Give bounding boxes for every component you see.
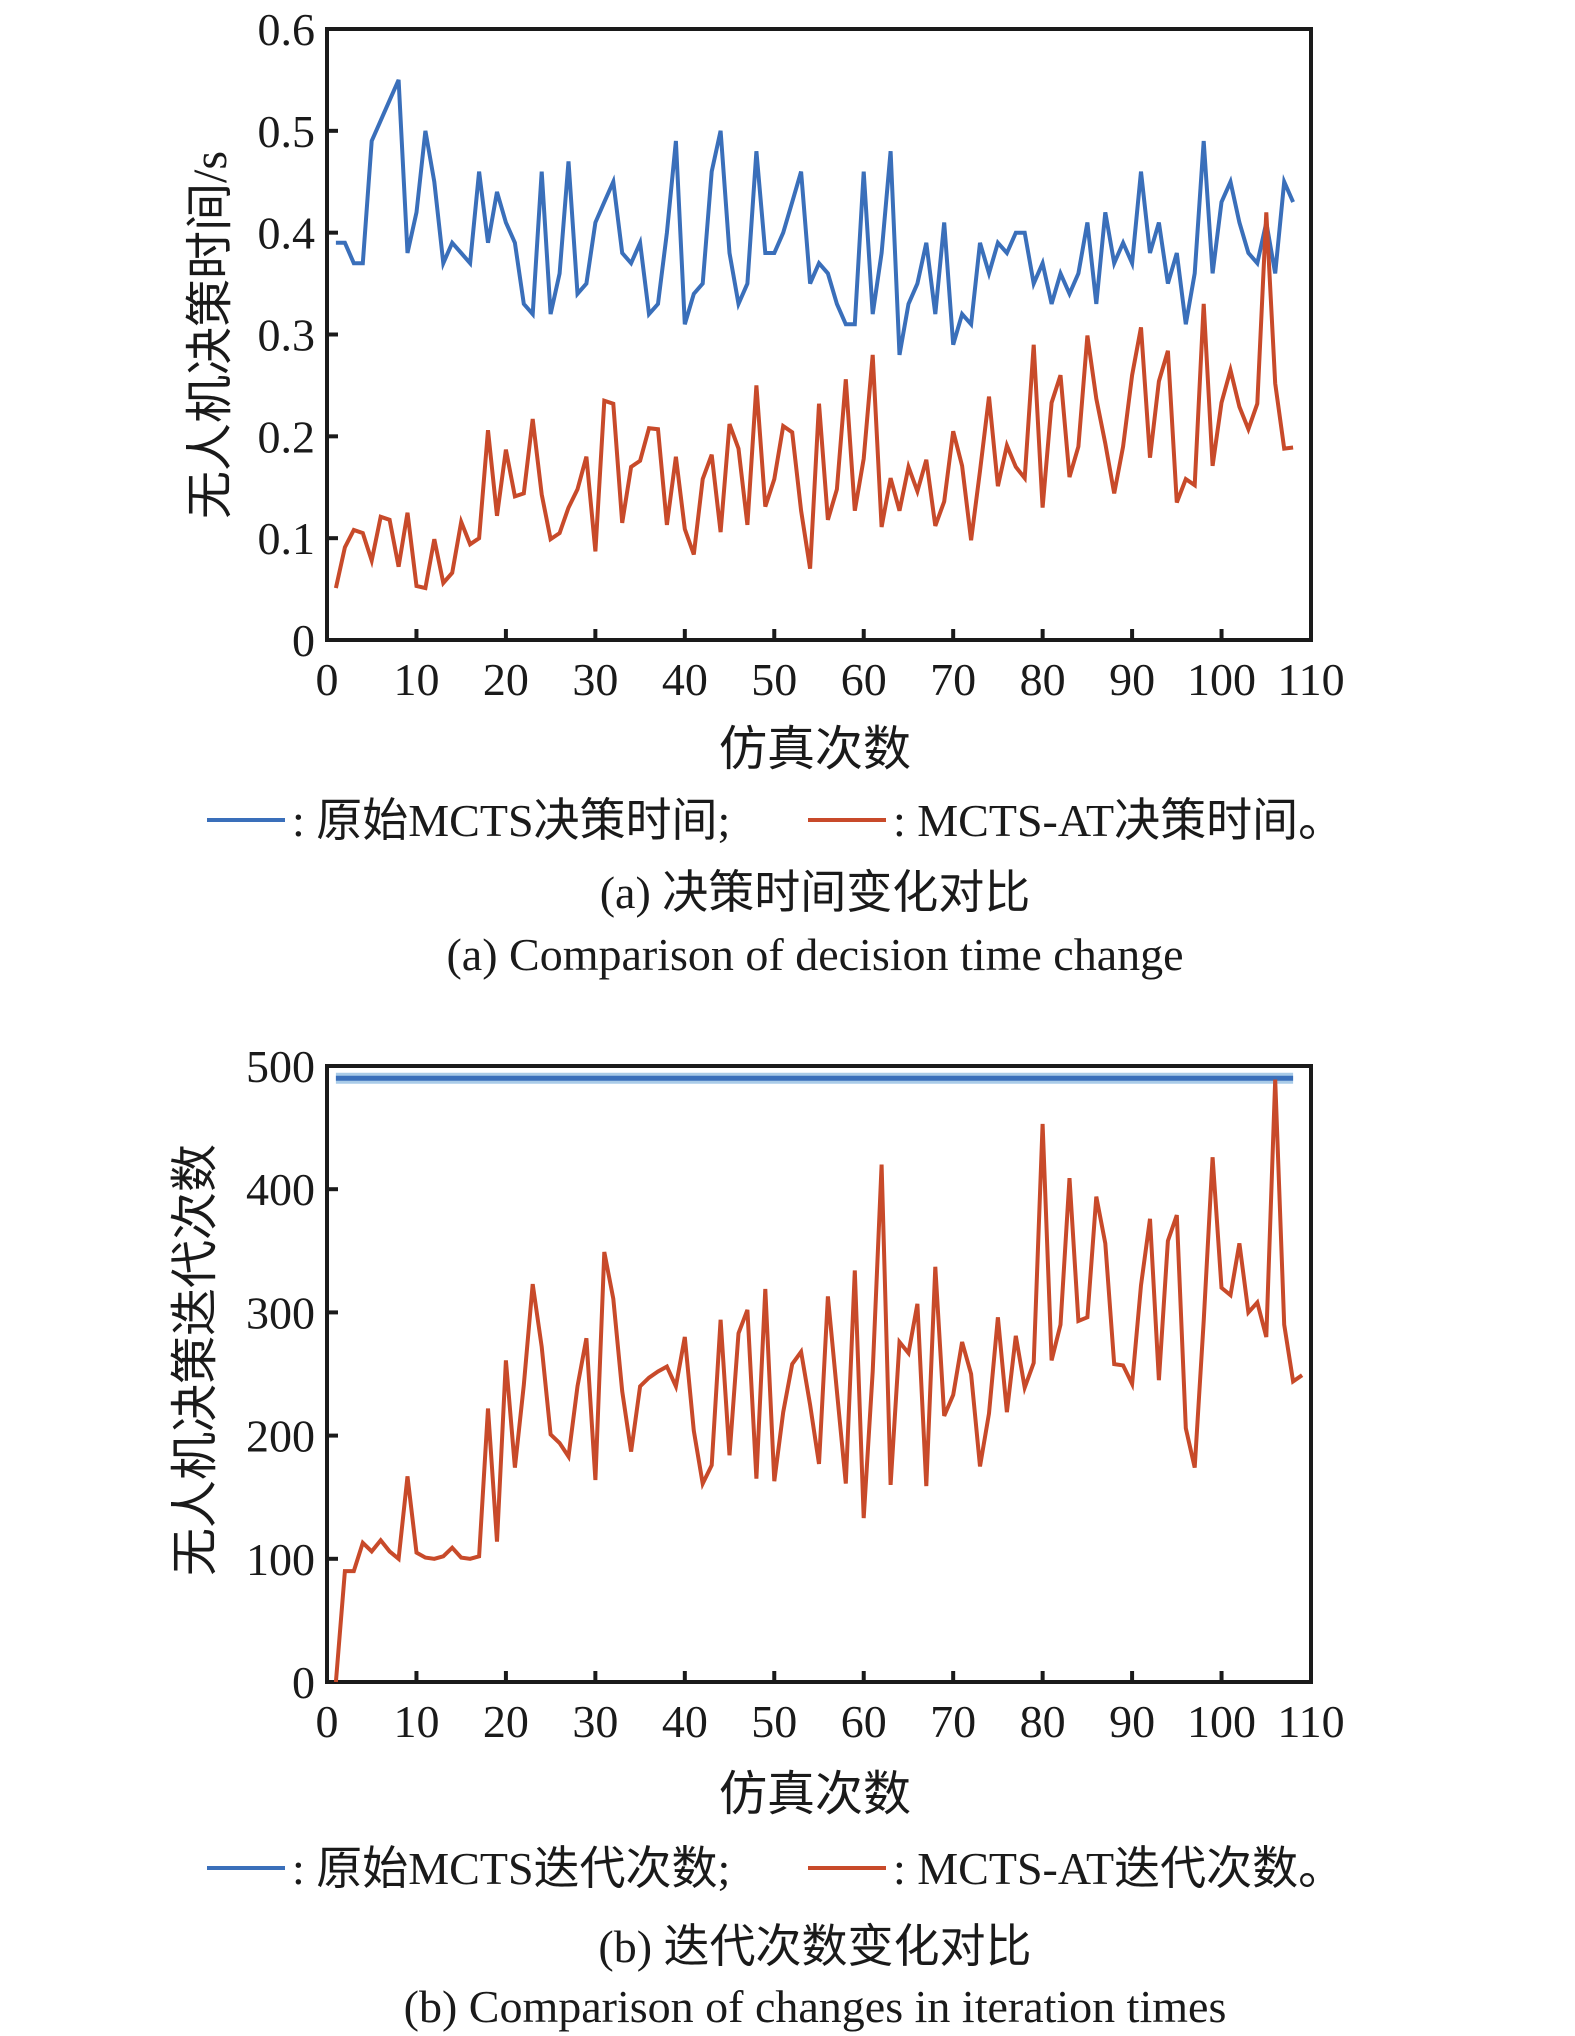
legend: : 原始MCTS迭代次数; : MCTS-AT迭代次数。 bbox=[207, 1843, 1344, 1894]
x-tick-label: 30 bbox=[572, 654, 618, 705]
x-tick-label: 30 bbox=[572, 1696, 618, 1747]
x-axis: 0 10 20 30 40 50 60 70 80 90 100 110 bbox=[316, 1671, 1345, 1747]
x-tick-label: 50 bbox=[751, 654, 797, 705]
x-tick-label: 50 bbox=[751, 1696, 797, 1747]
x-tick-label: 70 bbox=[930, 654, 976, 705]
y-tick-label: 0.2 bbox=[258, 411, 316, 462]
y-tick-label: 500 bbox=[246, 1041, 315, 1092]
caption-cn: (a) 决策时间变化对比 bbox=[600, 867, 1031, 918]
x-tick-label: 40 bbox=[662, 654, 708, 705]
x-tick-label: 0 bbox=[316, 1696, 339, 1747]
plot-frame bbox=[325, 1064, 1313, 1684]
x-tick-label: 20 bbox=[483, 1696, 529, 1747]
y-tick-label: 0.4 bbox=[258, 208, 316, 259]
y-axis-title: 无人机决策时间/s bbox=[184, 151, 237, 519]
x-tick-label: 20 bbox=[483, 654, 529, 705]
legend-label-at: : MCTS-AT迭代次数。 bbox=[893, 1843, 1344, 1894]
x-tick-label: 60 bbox=[841, 654, 887, 705]
y-tick-label: 200 bbox=[246, 1411, 315, 1462]
x-tick-label: 110 bbox=[1277, 1696, 1344, 1747]
caption-cn: (b) 迭代次数变化对比 bbox=[598, 1921, 1031, 1972]
y-tick-label: 300 bbox=[246, 1287, 315, 1338]
x-tick-label: 10 bbox=[393, 654, 439, 705]
legend-label-at: : MCTS-AT决策时间。 bbox=[893, 795, 1344, 846]
legend-label-original: : 原始MCTS迭代次数; bbox=[292, 1843, 730, 1894]
caption-en: (a) Comparison of decision time change bbox=[446, 929, 1183, 980]
y-tick-label: 100 bbox=[246, 1534, 315, 1585]
x-tick-label: 80 bbox=[1020, 1696, 1066, 1747]
x-tick-label: 80 bbox=[1020, 654, 1066, 705]
plot-frame bbox=[325, 27, 1313, 642]
x-tick-label: 60 bbox=[841, 1696, 887, 1747]
y-tick-label: 400 bbox=[246, 1164, 315, 1215]
legend: : 原始MCTS决策时间; : MCTS-AT决策时间。 bbox=[207, 795, 1344, 846]
x-axis: 0 10 20 30 40 50 60 70 80 90 100 110 bbox=[316, 629, 1345, 705]
legend-label-original: : 原始MCTS决策时间; bbox=[292, 795, 730, 846]
x-axis-title: 仿真次数 bbox=[719, 723, 911, 776]
x-tick-label: 100 bbox=[1187, 1696, 1256, 1747]
x-tick-label: 100 bbox=[1187, 654, 1256, 705]
series-line-mcts-at bbox=[333, 212, 1294, 591]
x-axis-title: 仿真次数 bbox=[719, 1768, 911, 1821]
y-tick-label: 0.1 bbox=[258, 513, 316, 564]
y-axis-title: 无人机决策迭代次数 bbox=[169, 1144, 222, 1576]
x-tick-label: 110 bbox=[1277, 654, 1344, 705]
x-tick-label: 40 bbox=[662, 1696, 708, 1747]
y-tick-label: 0.5 bbox=[258, 106, 316, 157]
y-tick-label: 0.6 bbox=[258, 4, 316, 55]
chart-decision-time: 0 0.1 0.2 0.3 0.4 0.5 0.6 0 10 20 30 40 50 60 70 80 90 1… bbox=[184, 4, 1345, 980]
x-tick-label: 90 bbox=[1109, 654, 1155, 705]
plot-lines bbox=[333, 79, 1295, 591]
y-tick-label: 0.3 bbox=[258, 310, 316, 361]
y-tick-label: 0 bbox=[292, 1657, 315, 1708]
caption-en: (b) Comparison of changes in iteration t… bbox=[404, 1981, 1227, 2032]
plot-lines bbox=[333, 1072, 1304, 1683]
x-tick-label: 70 bbox=[930, 1696, 976, 1747]
y-axis: 0 0.1 0.2 0.3 0.4 0.5 0.6 bbox=[258, 4, 338, 666]
x-tick-label: 0 bbox=[316, 654, 339, 705]
y-tick-label: 0 bbox=[292, 615, 315, 666]
x-tick-label: 10 bbox=[393, 1696, 439, 1747]
y-axis: 0 100 200 300 400 500 bbox=[246, 1041, 338, 1708]
x-tick-label: 90 bbox=[1109, 1696, 1155, 1747]
series-line-original bbox=[335, 79, 1295, 356]
series-line-mcts-at bbox=[333, 1079, 1304, 1683]
chart-iteration-count: 0 100 200 300 400 500 0 10 20 30 40 50 60 70 80 90 100 1… bbox=[169, 1041, 1345, 2032]
